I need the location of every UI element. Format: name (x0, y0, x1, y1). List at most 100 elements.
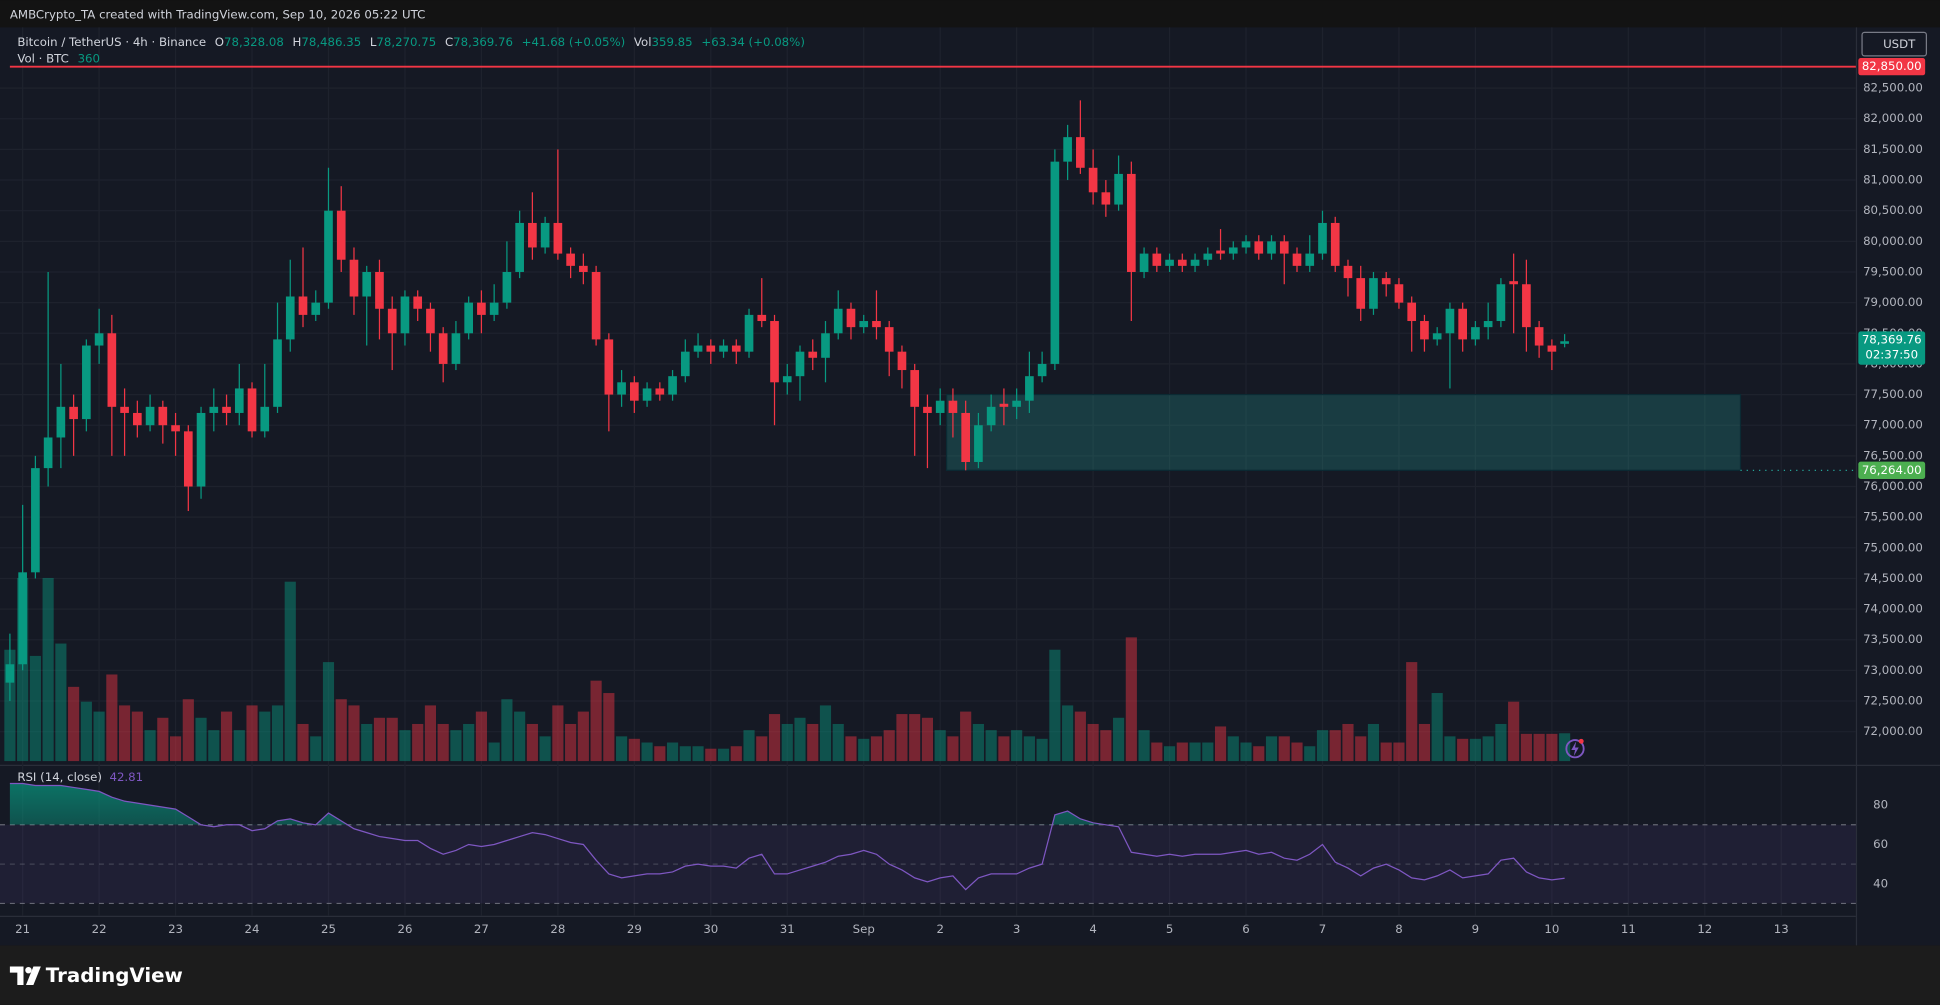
countdown: 02:37:50 (1865, 347, 1918, 361)
volume-bar (157, 717, 169, 762)
volume-bar (1100, 730, 1112, 762)
candle-body (1228, 247, 1238, 254)
volume-bar (1049, 649, 1061, 762)
legend-line: Bitcoin / TetherUS · 4h · Binance O78,32… (17, 35, 805, 49)
candle-body (1369, 278, 1378, 309)
logo-mark (9, 966, 24, 986)
candle-body (1241, 241, 1251, 248)
x-tick-label: 3 (1013, 922, 1020, 936)
candle-body (69, 406, 78, 420)
candle-body (477, 302, 486, 315)
candle-body (680, 351, 690, 377)
candle-body (1458, 308, 1468, 340)
candle-body (1343, 265, 1353, 279)
volume-bar (705, 748, 717, 762)
volume-bar (386, 717, 398, 762)
volume-bar (297, 723, 309, 762)
volume-bar (271, 705, 284, 762)
volume-bar (246, 705, 258, 762)
volume-bar (220, 711, 233, 762)
y-tick-label: 72,000.00 (1863, 724, 1923, 738)
last-price-label: 78,369.76 (1862, 333, 1922, 347)
rsi-band-fill (0, 824, 1856, 904)
ohlc-key: C (445, 35, 453, 49)
volume-bar (501, 699, 513, 762)
volume-bar (55, 643, 67, 762)
x-tick-label: 22 (92, 922, 107, 936)
x-tick-label: 12 (1697, 922, 1712, 936)
candle-body (298, 296, 308, 315)
volume-bar (845, 736, 857, 762)
candle-body (1254, 241, 1264, 254)
candle-body (1114, 173, 1123, 205)
volume-bar (68, 686, 80, 762)
volume-bar (1011, 730, 1023, 762)
volume-bar (666, 742, 679, 762)
volume-bar (909, 714, 921, 762)
logo: TradingView (9, 964, 183, 987)
candle-body (1279, 241, 1289, 254)
candle-body (273, 339, 282, 407)
candle-body (183, 431, 193, 487)
volume-bar (1189, 742, 1201, 762)
volume-bar (1304, 746, 1316, 762)
volume-bar (1406, 662, 1418, 762)
zone-label: 76,264.00 (1862, 463, 1922, 477)
candle-body (770, 321, 779, 383)
x-tick-label: Sep (853, 922, 875, 936)
candle-body (757, 314, 767, 322)
candle-body (1381, 278, 1391, 285)
last-price-box (1858, 331, 1926, 365)
y-tick-label: 79,500.00 (1863, 264, 1923, 278)
ohlc-key: H (293, 35, 302, 49)
candle-body (515, 222, 524, 272)
candle-body (1165, 259, 1174, 266)
volume-bar (1291, 742, 1303, 762)
volume-bar (1214, 726, 1227, 762)
candle-body (1177, 259, 1187, 266)
y-tick-label: 74,500.00 (1863, 571, 1923, 585)
volume-bar (985, 730, 997, 762)
volume-bar (1240, 742, 1252, 762)
volume-bar (1367, 723, 1380, 762)
volume-bar (514, 711, 526, 762)
volume-bar (616, 736, 628, 762)
candle-body (451, 333, 461, 364)
volume-bar (603, 693, 615, 762)
candle-body (1330, 222, 1340, 266)
candle-body (1216, 250, 1225, 254)
y-tick-label: 80,000.00 (1863, 234, 1923, 248)
attribution: AMBCrypto_TA created with TradingView.co… (10, 8, 425, 22)
candle-body (285, 296, 295, 340)
volume-bar (1227, 736, 1239, 762)
candle-body (999, 403, 1009, 407)
volume-bar (679, 746, 691, 762)
candle-body (821, 333, 830, 358)
candle-body (1292, 253, 1302, 266)
alert-icon[interactable] (1565, 739, 1585, 759)
volume-bar (42, 577, 54, 762)
candle-body (1101, 192, 1111, 205)
candle-body (400, 296, 410, 334)
y-tick-label: 76,500.00 (1863, 448, 1923, 462)
candle-body (1012, 400, 1021, 407)
volume-bar (182, 699, 194, 762)
volume-bar (921, 717, 934, 762)
volume-bar (488, 742, 500, 762)
volume-bar (437, 723, 449, 762)
x-tick-label: 5 (1166, 922, 1173, 936)
candle-body (1496, 284, 1506, 322)
currency-box[interactable] (1861, 31, 1928, 57)
candle-body (31, 468, 40, 573)
x-tick-label: 13 (1774, 922, 1789, 936)
volume-bar (896, 714, 908, 762)
volume-bar (1151, 742, 1163, 762)
volume-bar (119, 705, 131, 762)
vol-value: 359.85 (652, 35, 693, 49)
volume-bar (424, 705, 437, 762)
x-tick-label: 4 (1089, 922, 1096, 936)
candle-body (642, 388, 652, 401)
y-tick-label: 77,500.00 (1863, 387, 1923, 401)
volume-bar (577, 711, 589, 762)
currency[interactable]: USDT (1883, 37, 1916, 51)
